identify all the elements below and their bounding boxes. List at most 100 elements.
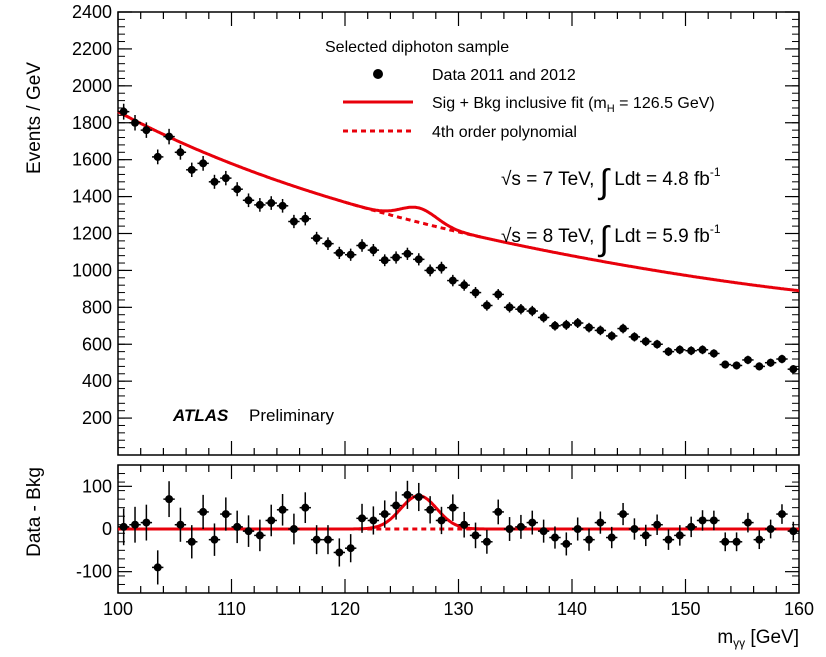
residual-data-point [244,527,253,536]
main-data-point [482,301,491,310]
main-data-point [199,159,208,168]
residual-data-point [119,522,128,531]
residual-data-point [165,495,174,504]
residual-data-point [312,535,321,544]
residual-data-point [426,505,435,514]
main-data-point [153,152,162,161]
preliminary-label: Preliminary [249,406,335,425]
residual-data-point [607,533,616,542]
main-data-point [176,148,185,157]
residual-data-point [346,544,355,553]
residual-data-point [482,537,491,546]
main-signal-plus-background-curve [117,110,800,293]
residual-data-point [210,535,219,544]
main-data-point [392,253,401,262]
main-data-point [766,358,775,367]
main-data-point [471,288,480,297]
legend-poly-label: 4th order polynomial [432,124,577,141]
residual-y-tick-label: 0 [102,519,112,539]
x-tick-label: 100 [103,599,133,619]
x-tick-label: 130 [443,599,473,619]
main-data-point [607,331,616,340]
residual-data-point [630,525,639,533]
main-data-point [675,345,684,354]
residual-data-point [153,563,162,572]
main-data-point [550,321,559,330]
residual-data-point [698,516,707,525]
residual-data-point [221,510,230,519]
main-data-point [494,290,503,299]
residual-data-point [777,510,786,519]
main-data-point [664,347,673,356]
main-data-point [619,324,628,333]
residual-data-point [301,503,310,512]
main-data-point [403,249,412,258]
main-y-tick-label: 2000 [72,76,112,96]
main-data-point [562,320,571,329]
residual-y-axis-title: Data - Bkg [24,467,45,557]
luminosity-annotations: √s = 7 TeV, ∫ Ldt = 4.8 fb-1 √s = 8 TeV,… [501,163,721,258]
main-data-point [289,217,298,226]
x-tick-label: 120 [330,599,360,619]
residual-data-point [528,518,537,527]
main-data-point [641,337,650,346]
residual-data-point [233,522,242,531]
residual-fit-curves [118,494,799,531]
main-data-points [118,103,799,374]
main-y-tick-label: 400 [82,371,112,391]
residual-data-point [369,516,378,525]
main-data-point [142,126,151,135]
residual-data-point [267,516,276,525]
main-y-axis-title: Events / GeV [24,62,45,174]
residual-data-point [289,525,298,533]
main-data-point [539,313,548,322]
energy-2012-label: √s = 8 TeV, ∫ Ldt = 5.9 fb-1 [501,220,721,258]
main-data-point [698,345,707,354]
legend: Selected diphoton sample Data 2011 and 2… [325,39,715,141]
residual-data-point [709,516,718,525]
residual-data-point [505,525,514,533]
residual-data-point [278,505,287,514]
residual-data-point [641,531,650,540]
residual-data-point [131,520,140,529]
residual-data-point [187,537,196,546]
x-tick-label: 110 [217,599,246,619]
residual-data-point [448,503,457,512]
main-y-tick-label: 1200 [72,224,112,244]
main-y-tick-label: 200 [82,408,112,428]
residual-data-point [653,520,662,529]
residual-data-point [550,533,559,542]
residual-data-point [335,548,344,557]
main-data-point [528,307,537,316]
residual-data-point [721,537,730,546]
x-tick-label: 150 [670,599,700,619]
legend-fit-label: Sig + Bkg inclusive fit (mH = 126.5 GeV) [432,95,715,115]
main-y-tick-label: 1600 [72,150,112,170]
residual-data-point [392,501,401,510]
main-data-point [732,361,741,370]
residual-data-point [494,507,503,516]
main-data-point [165,132,174,141]
main-data-point [233,185,242,194]
main-data-point [187,165,196,174]
main-axis-ticks: 200 400 600 800 1000 1200 1400 1600 1800 2000 2200… [72,2,800,456]
main-y-tick-label: 2200 [72,39,112,59]
energy-2011-label: √s = 7 TeV, ∫ Ldt = 4.8 fb-1 [501,163,721,201]
main-data-point [709,349,718,358]
residual-data-point [403,490,412,499]
residual-data-point [675,531,684,540]
residual-data-point [743,518,752,527]
main-data-point [687,346,696,355]
residual-data-point [539,527,548,536]
main-data-point [653,340,662,349]
residual-y-tick-label: -100 [76,562,112,582]
main-data-point [312,234,321,243]
x-tick-label: 160 [784,599,814,619]
main-data-point [573,319,582,328]
main-data-point [505,303,514,312]
residual-data-point [437,516,446,525]
residual-data-point [687,522,696,531]
main-data-point [585,323,594,332]
residual-data-points [118,480,799,585]
